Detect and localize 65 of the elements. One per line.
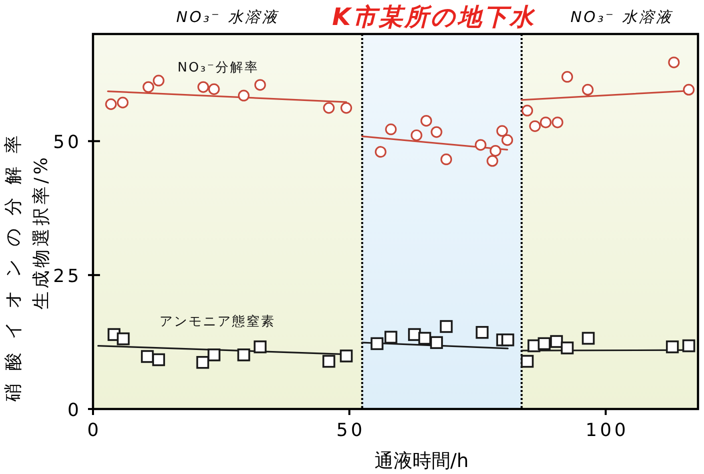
point [323, 102, 335, 114]
y-tick-label: 25 [53, 266, 82, 288]
point [152, 353, 166, 366]
point [440, 154, 452, 166]
point [370, 337, 384, 350]
point [410, 129, 422, 142]
point [208, 83, 220, 95]
point [476, 326, 489, 339]
point [529, 120, 541, 132]
point [340, 350, 353, 362]
band-label: NO₃⁻ 水溶液 [570, 8, 674, 26]
point [561, 71, 574, 83]
point [496, 125, 508, 137]
point [237, 348, 250, 362]
point [668, 56, 680, 68]
point [552, 116, 564, 128]
point [538, 337, 551, 350]
point [582, 332, 595, 345]
x-tick-label: 0 [87, 420, 102, 441]
point [374, 146, 386, 158]
point [486, 155, 498, 167]
point [384, 330, 398, 344]
point [666, 340, 679, 354]
point [501, 134, 514, 146]
point [385, 124, 397, 136]
point [418, 332, 432, 345]
point [142, 81, 154, 93]
point [490, 144, 502, 157]
y-axis-title: 硝酸イオンの分解率生成物選択率/% [2, 122, 52, 402]
point [196, 356, 210, 369]
point [105, 98, 117, 110]
point [682, 84, 695, 96]
x-axis-title: 通液時間/h [374, 450, 469, 472]
x-tick-label: 100 [586, 420, 629, 441]
point [208, 348, 220, 362]
point [197, 81, 210, 93]
point [254, 340, 267, 354]
point [501, 333, 514, 346]
band-label: NO₃⁻ 水溶液 [176, 8, 279, 26]
series-label: アンモニア態窒素 [160, 314, 276, 330]
point [408, 328, 421, 341]
y-tick-label: 0 [68, 400, 82, 421]
point [430, 336, 443, 349]
point [582, 84, 594, 96]
point [340, 102, 352, 114]
point [540, 116, 552, 128]
point [238, 90, 250, 102]
point [420, 114, 432, 127]
point [560, 342, 574, 354]
point [521, 104, 534, 116]
point [116, 96, 129, 108]
point [520, 354, 534, 368]
x-tick-label: 50 [336, 420, 366, 441]
point [322, 354, 336, 368]
point [152, 74, 164, 86]
series-label: NO₃⁻分解率 [177, 60, 259, 76]
point [430, 126, 442, 138]
point [440, 320, 453, 333]
point [140, 350, 154, 363]
point [682, 339, 696, 352]
point [474, 139, 486, 151]
point [550, 335, 563, 348]
y-tick-label: 50 [53, 132, 82, 154]
point [254, 79, 266, 91]
point [116, 332, 130, 346]
